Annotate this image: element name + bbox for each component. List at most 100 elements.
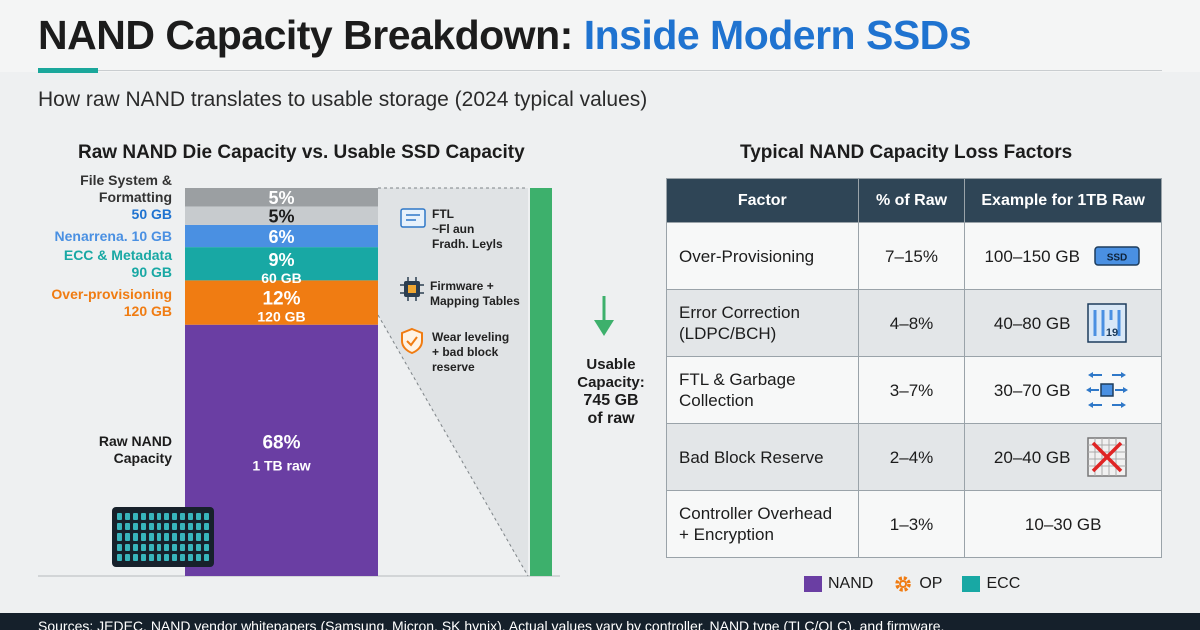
table-header-row: Factor % of Raw Example for 1TB Raw — [666, 178, 1162, 223]
chip-cell — [124, 543, 130, 551]
ssd-icon-text: SSD — [1107, 253, 1128, 264]
chip-cell — [156, 513, 162, 521]
table-row: Controller Overhead + Encryption 1–3% 10… — [666, 490, 1162, 558]
column-header-factor: Factor — [666, 178, 859, 223]
segment-pct-label: 5% — [268, 207, 294, 227]
example-cell: 100–150 GB SSD — [964, 222, 1162, 290]
chip-cell — [164, 533, 170, 541]
segment-side-label: File System & Formatting 50 GB — [80, 171, 172, 222]
chip-cell — [204, 513, 209, 521]
ecc-icon-text: 19 — [1106, 327, 1118, 339]
segment-pct-label: 6% — [268, 227, 294, 247]
title-part1: NAND Capacity Breakdown: — [38, 12, 573, 58]
segment-value-label: 60 GB — [261, 270, 301, 286]
chip-cell — [124, 553, 130, 561]
chip-cell — [204, 533, 209, 541]
chip-cell — [188, 543, 194, 551]
legend-label: NAND — [828, 575, 874, 592]
chip-cell — [164, 523, 170, 531]
bar-segment-3 — [185, 224, 378, 248]
example-cell: 30–70 GB — [964, 356, 1162, 424]
column-header-example: Example for 1TB Raw — [964, 178, 1162, 223]
chip-cell — [132, 543, 138, 551]
segment-side-label: Over-provisioning 120 GB — [51, 285, 172, 319]
legend-label: OP — [919, 575, 943, 592]
chip-cell — [188, 523, 194, 531]
example-cell: 40–80 GB 19 — [964, 289, 1162, 357]
example-value: 20–40 GB — [993, 447, 1071, 467]
chip-cell — [117, 523, 122, 531]
table-row: FTL & Garbage Collection 3–7% 30–70 GB — [666, 356, 1162, 424]
chip-cell — [140, 523, 146, 531]
legend-swatch-ecc — [962, 576, 981, 592]
chip-cell — [188, 533, 194, 541]
chip-cell — [196, 533, 202, 541]
chip-cell — [117, 533, 122, 541]
chip-cell — [156, 523, 162, 531]
pct-cell: 4–8% — [857, 289, 966, 357]
chip-cell — [124, 533, 130, 541]
chip-cell — [204, 543, 209, 551]
chip-cell — [172, 523, 178, 531]
chip-cell — [132, 513, 138, 521]
usable-label: Usable Capacity: — [577, 356, 645, 391]
header-background — [0, 0, 1200, 72]
chip-cell — [204, 553, 209, 561]
factor-cell: FTL & Garbage Collection — [666, 356, 859, 424]
chip-cell — [180, 553, 186, 561]
legend-label: ECC — [986, 575, 1021, 592]
chip-cell — [188, 513, 194, 521]
bar-segment-1 — [185, 280, 378, 325]
usable-capacity-label: Usable Capacity: 745 GB of raw — [566, 356, 656, 428]
segment-pct-label: 9% — [268, 250, 294, 270]
table-row: Error Correction (LDPC/BCH) 4–8% 40–80 G… — [666, 289, 1162, 357]
legend-swatch-nand — [804, 576, 822, 592]
chip-cell — [188, 553, 194, 561]
chip-cell — [164, 543, 170, 551]
chip-cell — [196, 523, 202, 531]
pct-cell: 3–7% — [857, 356, 966, 424]
example-cell: 20–40 GB — [964, 423, 1162, 491]
chip-cell — [132, 553, 138, 561]
ssd-icon: SSD — [1094, 246, 1140, 266]
chip-cell — [132, 523, 138, 531]
note-wear-leveling: Wear leveling + bad block reserve — [432, 330, 510, 374]
table-row: Bad Block Reserve 2–4% 20–40 GB — [666, 423, 1162, 491]
segment-pct-label: 68% — [262, 432, 300, 453]
factor-cell: Controller Overhead + Encryption — [666, 490, 859, 558]
chip-cell — [140, 553, 146, 561]
segment-side-label: Nenarrena. 10 GB — [54, 227, 173, 244]
factor-cell: Error Correction (LDPC/BCH) — [666, 289, 859, 357]
pct-cell: 2–4% — [857, 423, 966, 491]
chip-cell — [156, 533, 162, 541]
note-firmware: Firmware + Mapping Tables — [430, 279, 520, 308]
example-value: 10–30 GB — [1024, 514, 1102, 534]
chip-cell — [140, 533, 146, 541]
factor-cell: Bad Block Reserve — [666, 423, 859, 491]
pct-cell: 7–15% — [857, 222, 966, 290]
bar-chart-title: Raw NAND Die Capacity vs. Usable SSD Cap… — [78, 142, 525, 163]
arrows-icon — [1086, 372, 1129, 408]
chip-cell — [148, 543, 154, 551]
nand-chip-icon — [112, 507, 214, 567]
chip-cell — [196, 513, 202, 521]
chip-cell — [117, 553, 122, 561]
chip-cell — [117, 513, 122, 521]
chip-cell — [124, 513, 130, 521]
chip-cell — [172, 533, 178, 541]
segment-pct-label: 5% — [268, 188, 294, 208]
loss-factors-table: Factor % of Raw Example for 1TB Raw Over… — [666, 178, 1162, 558]
chip-cell — [140, 543, 146, 551]
bar-segment-0 — [185, 324, 378, 576]
page-title: NAND Capacity Breakdown: Inside Modern S… — [38, 12, 972, 59]
example-value: 40–80 GB — [993, 313, 1071, 333]
bar-segment-5 — [185, 188, 378, 207]
note-ftl: FTL ~Fl aun Fradh. Leyls — [432, 207, 503, 251]
chip-cell — [164, 513, 170, 521]
page-subtitle: How raw NAND translates to usable storag… — [38, 88, 648, 111]
chip-cell — [156, 543, 162, 551]
chip-cell — [204, 523, 209, 531]
legend-item-ecc: ECC — [962, 575, 1020, 593]
bar-segment-2 — [185, 247, 378, 281]
